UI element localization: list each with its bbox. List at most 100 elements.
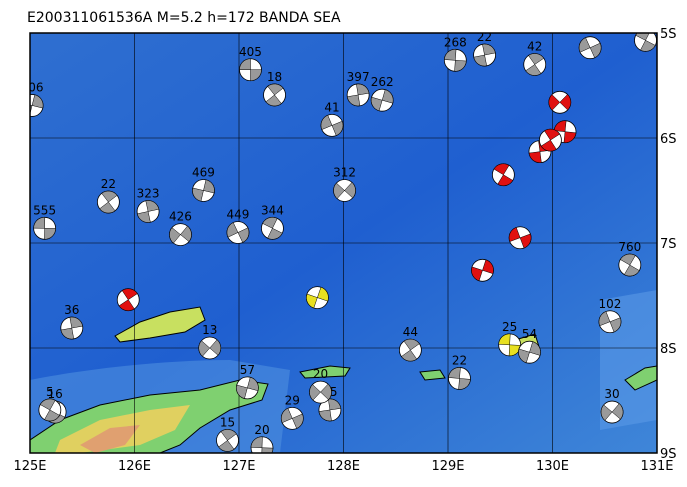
event-label: 42	[527, 40, 542, 54]
focal-mechanism	[33, 216, 57, 240]
focal-mechanism	[261, 216, 284, 240]
focal-mechanism	[192, 179, 215, 202]
compression	[169, 225, 192, 244]
lon-label: 126E	[118, 459, 151, 474]
event-label: 36	[64, 303, 79, 317]
compression	[493, 163, 514, 186]
lon-label: 130E	[536, 459, 569, 474]
lat-label: 8S	[660, 342, 677, 357]
compression	[39, 398, 60, 422]
event-label: 41	[324, 100, 339, 114]
compression	[333, 182, 356, 199]
event-label: 69	[638, 15, 653, 29]
focal-mechanism	[598, 310, 622, 334]
event-label: 20	[313, 367, 328, 381]
focal-mechanism	[309, 380, 332, 404]
focal-mechanism	[539, 128, 562, 152]
focal-mechanism	[216, 428, 239, 452]
compression	[99, 190, 118, 214]
compression	[473, 43, 496, 67]
focal-mechanism	[318, 398, 342, 422]
compression	[320, 114, 344, 136]
compression	[281, 407, 304, 429]
compression	[370, 89, 394, 112]
focal-mechanism	[618, 253, 642, 277]
focal-mechanism	[235, 376, 259, 400]
focal-mechanism	[96, 190, 120, 214]
focal-mechanism	[370, 88, 394, 112]
event-label: 760	[618, 240, 641, 254]
event-label: 22	[452, 353, 467, 367]
event-label: 18	[267, 70, 282, 84]
focal-mechanism	[333, 179, 356, 202]
focal-mechanism	[634, 33, 657, 52]
event-label: 102	[599, 297, 622, 311]
focal-mechanism	[60, 316, 84, 340]
event-label: 262	[371, 75, 394, 89]
event-label: 22	[101, 177, 116, 191]
focal-mechanism	[226, 221, 250, 244]
compression	[518, 341, 541, 364]
event-label: 268	[444, 35, 467, 49]
lon-label: 128E	[327, 459, 360, 474]
compression	[548, 94, 572, 111]
focal-mechanism	[305, 286, 329, 310]
event-label: 344	[261, 203, 284, 217]
event-label: 57	[240, 363, 255, 377]
lat-label: 6S	[660, 132, 677, 147]
focal-mechanism	[398, 338, 422, 362]
compression	[198, 339, 221, 357]
event-label: 15	[220, 415, 235, 429]
event-label: 555	[33, 203, 56, 217]
lat-label: 9S	[660, 447, 677, 462]
map-frame	[29, 32, 658, 454]
event-label: 312	[333, 166, 356, 180]
event-label: 25	[502, 320, 517, 334]
event-label: 16	[47, 387, 62, 401]
event-label: 469	[192, 166, 215, 180]
focal-mechanism	[198, 336, 222, 360]
focal-mechanism	[471, 258, 494, 282]
focal-mechanism	[169, 223, 192, 247]
event-label: 397	[347, 70, 370, 84]
lat-label: 7S	[660, 237, 677, 252]
lon-label: 125E	[13, 459, 46, 474]
compression	[236, 376, 259, 399]
title: E200311061536A M=5.2 h=172 BANDA SEA	[27, 10, 341, 26]
compression	[309, 383, 332, 401]
focal-mechanism	[280, 406, 304, 430]
compression	[306, 286, 329, 309]
event-label: 99	[582, 23, 597, 37]
compression	[218, 429, 237, 452]
compression	[401, 338, 420, 362]
event-label: 22	[477, 30, 492, 44]
compression	[250, 436, 274, 453]
event-label: 20	[254, 423, 269, 437]
focal-mechanism	[473, 43, 496, 67]
compression	[578, 37, 602, 59]
lat-label: 5S	[660, 27, 677, 42]
compression	[471, 259, 494, 282]
focal-mechanism	[320, 114, 344, 137]
focal-mechanism	[508, 226, 532, 250]
focal-mechanism	[116, 288, 140, 312]
compression	[118, 288, 138, 311]
event-label: 54	[522, 327, 537, 341]
compression	[33, 217, 56, 240]
compression	[262, 217, 283, 240]
lon-label: 129E	[431, 459, 464, 474]
compression	[346, 83, 370, 107]
focal-mechanism	[448, 367, 471, 390]
event-label: 323	[137, 187, 160, 201]
lon-label: 131E	[640, 459, 673, 474]
focal-mechanism	[136, 200, 160, 223]
compression	[448, 367, 471, 390]
focal-mechanism	[443, 48, 467, 72]
event-label: 29	[285, 393, 300, 407]
compression	[60, 316, 83, 340]
compression	[444, 49, 467, 72]
compression	[192, 179, 215, 202]
event-label: 44	[403, 325, 418, 339]
event-label: 30	[604, 387, 619, 401]
